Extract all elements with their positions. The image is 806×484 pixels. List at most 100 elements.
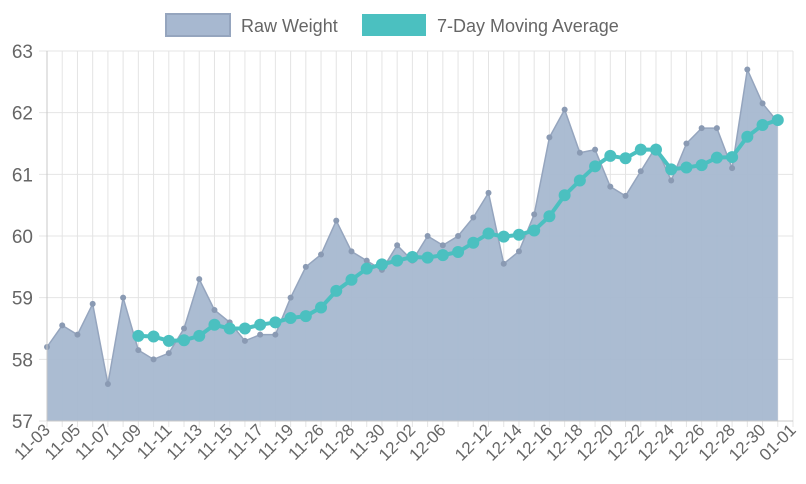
- moving-average-point-12-01[interactable]: [391, 254, 404, 267]
- moving-average-point-12-25[interactable]: [680, 161, 693, 174]
- y-tick-label: 59: [12, 289, 33, 310]
- moving-average-point-11-13[interactable]: [193, 329, 206, 342]
- y-tick-label: 60: [12, 227, 33, 248]
- moving-average-series: [132, 114, 784, 347]
- moving-average-point-12-07[interactable]: [452, 246, 465, 259]
- moving-average-point-12-13[interactable]: [497, 230, 510, 243]
- moving-average-point-12-31[interactable]: [771, 114, 784, 127]
- moving-average-point-11-15[interactable]: [223, 322, 236, 335]
- raw-weight-point-12-19[interactable]: [592, 146, 599, 153]
- legend-swatch-moving-average: [362, 14, 426, 36]
- raw-weight-point-11-10[interactable]: [150, 356, 157, 363]
- raw-weight-point-12-20[interactable]: [607, 183, 614, 190]
- raw-weight-point-12-01[interactable]: [394, 242, 401, 249]
- raw-weight-point-11-19[interactable]: [287, 294, 294, 301]
- x-axis: 11-0311-0511-0711-0911-1111-1311-1511-17…: [11, 420, 800, 464]
- raw-weight-point-12-11[interactable]: [470, 214, 477, 221]
- raw-weight-point-12-17[interactable]: [561, 106, 568, 113]
- raw-weight-point-11-25[interactable]: [302, 263, 309, 270]
- raw-weight-point-11-27[interactable]: [333, 217, 340, 224]
- raw-weight-point-12-22[interactable]: [637, 168, 644, 175]
- moving-average-point-12-02[interactable]: [406, 250, 419, 263]
- raw-weight-point-12-13[interactable]: [500, 260, 507, 267]
- raw-weight-point-12-07[interactable]: [455, 233, 462, 239]
- raw-weight-point-11-12[interactable]: [181, 325, 188, 332]
- moving-average-point-11-18[interactable]: [269, 316, 282, 329]
- raw-weight-point-11-11[interactable]: [165, 350, 172, 357]
- legend-swatch-raw-weight: [165, 13, 231, 37]
- moving-average-point-11-12[interactable]: [178, 334, 191, 347]
- moving-average-point-12-14[interactable]: [512, 228, 525, 241]
- moving-average-point-11-09[interactable]: [132, 329, 145, 342]
- moving-average-point-12-24[interactable]: [665, 163, 678, 176]
- moving-average-point-12-15[interactable]: [528, 224, 541, 237]
- raw-weight-point-11-18[interactable]: [272, 331, 279, 338]
- raw-weight-point-12-06[interactable]: [439, 242, 446, 249]
- raw-weight-point-12-28[interactable]: [729, 165, 736, 172]
- raw-weight-point-11-29[interactable]: [363, 257, 370, 264]
- raw-weight-point-11-04[interactable]: [59, 322, 66, 329]
- moving-average-point-11-27[interactable]: [330, 284, 343, 297]
- moving-average-point-11-17[interactable]: [254, 318, 267, 331]
- raw-weight-point-11-28[interactable]: [348, 248, 355, 255]
- raw-weight-point-11-14[interactable]: [211, 307, 218, 313]
- moving-average-point-12-11[interactable]: [467, 236, 480, 249]
- raw-weight-point-11-17[interactable]: [257, 331, 264, 338]
- moving-average-point-12-06[interactable]: [436, 249, 449, 262]
- raw-weight-point-12-21[interactable]: [622, 192, 629, 199]
- moving-average-point-11-28[interactable]: [345, 273, 358, 286]
- moving-average-point-11-19[interactable]: [284, 312, 297, 325]
- raw-weight-point-12-15[interactable]: [531, 211, 538, 218]
- raw-weight-point-12-30[interactable]: [759, 100, 766, 107]
- raw-weight-point-11-16[interactable]: [241, 337, 248, 344]
- moving-average-point-12-26[interactable]: [695, 159, 708, 172]
- raw-weight-point-12-29[interactable]: [744, 66, 751, 73]
- legend: Raw Weight 7-Day Moving Average: [165, 13, 619, 37]
- raw-weight-point-12-16[interactable]: [546, 134, 553, 141]
- y-tick-label: 62: [12, 104, 33, 125]
- moving-average-point-12-17[interactable]: [558, 189, 571, 202]
- moving-average-point-12-16[interactable]: [543, 210, 556, 223]
- raw-weight-point-12-26[interactable]: [698, 125, 705, 132]
- moving-average-point-12-28[interactable]: [726, 151, 739, 164]
- raw-weight-point-11-05[interactable]: [74, 331, 81, 338]
- moving-average-point-11-10[interactable]: [147, 330, 160, 343]
- raw-weight-point-12-12[interactable]: [485, 189, 492, 196]
- legend-item-raw-weight[interactable]: Raw Weight: [165, 13, 338, 37]
- raw-weight-point-11-13[interactable]: [196, 276, 203, 283]
- raw-weight-point-12-25[interactable]: [683, 140, 690, 147]
- moving-average-point-12-22[interactable]: [634, 143, 647, 156]
- raw-weight-point-11-09[interactable]: [135, 347, 142, 354]
- moving-average-point-12-03[interactable]: [421, 251, 434, 264]
- raw-weight-point-12-14[interactable]: [515, 248, 522, 255]
- raw-weight-point-12-03[interactable]: [424, 233, 431, 239]
- moving-average-point-12-27[interactable]: [710, 151, 723, 164]
- y-tick-label: 63: [12, 42, 33, 63]
- moving-average-point-12-19[interactable]: [589, 160, 602, 173]
- raw-weight-point-12-24[interactable]: [668, 177, 675, 184]
- moving-average-point-11-29[interactable]: [360, 262, 373, 275]
- raw-weight-point-12-27[interactable]: [713, 125, 720, 132]
- raw-weight-point-11-26[interactable]: [318, 251, 325, 258]
- moving-average-point-11-14[interactable]: [208, 318, 221, 331]
- raw-weight-point-12-18[interactable]: [576, 149, 583, 156]
- moving-average-point-12-29[interactable]: [741, 130, 754, 143]
- moving-average-point-12-18[interactable]: [573, 174, 586, 187]
- moving-average-point-12-30[interactable]: [756, 119, 769, 131]
- moving-average-point-11-26[interactable]: [315, 301, 328, 314]
- raw-weight-point-11-06[interactable]: [89, 300, 96, 307]
- moving-average-point-12-21[interactable]: [619, 152, 632, 165]
- moving-average-point-12-20[interactable]: [604, 149, 617, 162]
- legend-item-moving-average[interactable]: 7-Day Moving Average: [362, 14, 619, 36]
- moving-average-point-11-11[interactable]: [162, 334, 175, 347]
- raw-weight-point-11-07[interactable]: [104, 381, 111, 387]
- moving-average-point-11-16[interactable]: [238, 322, 251, 335]
- moving-average-point-12-12[interactable]: [482, 227, 495, 240]
- moving-average-point-12-23[interactable]: [649, 143, 662, 156]
- moving-average-point-11-30[interactable]: [375, 258, 388, 271]
- moving-average-point-11-25[interactable]: [299, 310, 312, 323]
- y-tick-label: 61: [12, 165, 33, 186]
- legend-label-moving-average: 7-Day Moving Average: [437, 16, 619, 36]
- raw-weight-point-11-08[interactable]: [120, 294, 127, 301]
